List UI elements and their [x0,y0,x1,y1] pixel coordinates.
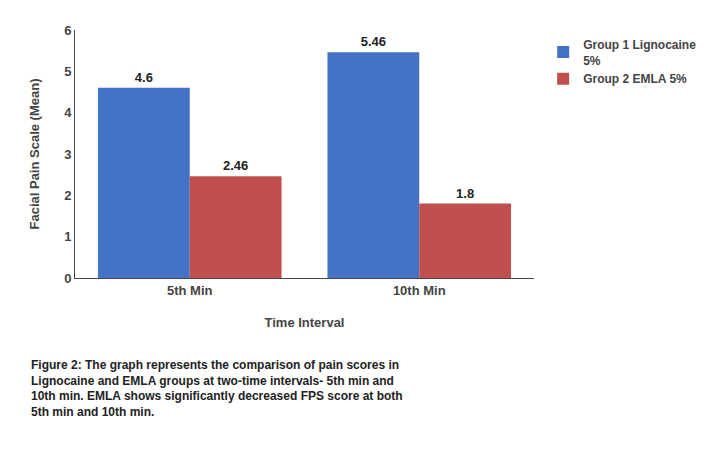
svg-text:10th Min: 10th Min [393,283,446,298]
svg-text:5: 5 [64,64,71,79]
svg-text:Time Interval: Time Interval [265,315,345,330]
svg-text:5.46: 5.46 [361,34,386,49]
svg-text:2: 2 [64,188,71,203]
svg-text:3: 3 [64,147,71,162]
svg-text:5th Min: 5th Min [167,283,213,298]
svg-text:2.46: 2.46 [223,158,248,173]
svg-text:6: 6 [64,23,71,38]
svg-text:0: 0 [64,271,71,286]
svg-text:Group 2 EMLA 5%: Group 2 EMLA 5% [583,72,687,86]
svg-text:1.8: 1.8 [456,186,474,201]
svg-text:1: 1 [64,229,71,244]
svg-text:Facial Pain Scale (Mean): Facial Pain Scale (Mean) [27,78,42,229]
svg-text:4.6: 4.6 [135,70,153,85]
svg-text:Figure 2: The graph represents: Figure 2: The graph represents the compa… [31,358,403,419]
svg-text:Group 1 Lignocaine5%: Group 1 Lignocaine5% [583,38,696,68]
svg-text:4: 4 [64,105,72,120]
